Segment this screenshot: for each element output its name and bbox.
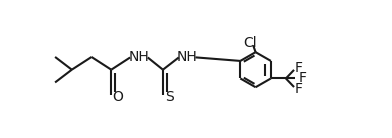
Text: NH: NH xyxy=(128,50,149,64)
Text: NH: NH xyxy=(177,50,198,64)
Text: F: F xyxy=(299,71,307,85)
Text: O: O xyxy=(113,90,123,104)
Text: F: F xyxy=(295,82,303,96)
Text: Cl: Cl xyxy=(243,36,257,50)
Text: S: S xyxy=(165,90,174,104)
Text: F: F xyxy=(295,61,303,75)
